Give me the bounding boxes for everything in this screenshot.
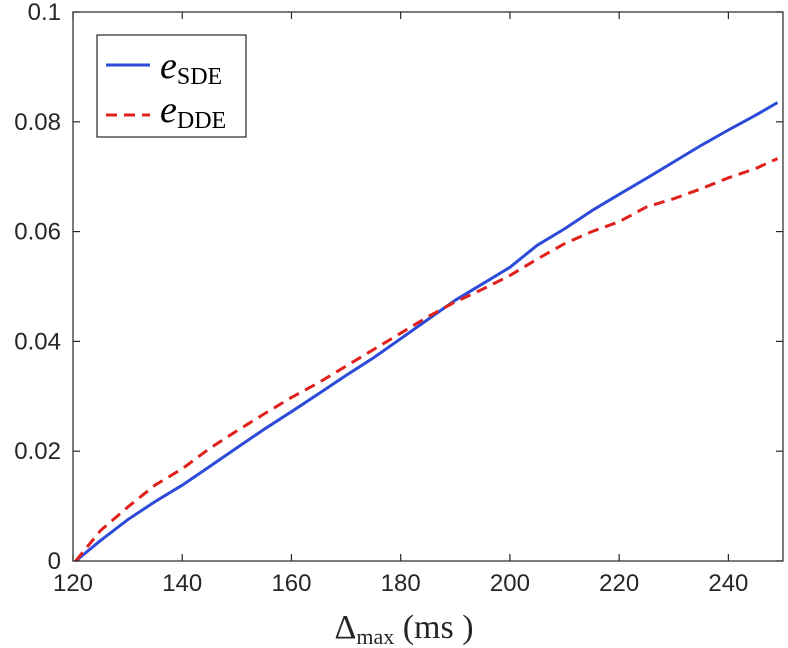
tick-marks (72, 11, 783, 562)
y-tick-label: 0.02 (14, 438, 61, 465)
y-tick-label: 0.1 (28, 0, 61, 26)
legend-box (96, 34, 247, 138)
x-axis-label: Δmax (ms ) (334, 609, 473, 648)
y-tick-label: 0.08 (14, 109, 61, 136)
series-line-dde (74, 157, 779, 562)
axes-box (72, 11, 784, 562)
x-tick-label: 240 (708, 570, 748, 597)
x-tick-label: 200 (490, 570, 530, 597)
legend-label-sde: eSDE (160, 45, 222, 90)
x-tick-label: 120 (53, 570, 93, 597)
legend-label-dde: eDDE (160, 89, 226, 134)
legend-label-sde-sub: SDE (177, 64, 222, 90)
legend-label-dde-base: e (160, 89, 177, 131)
x-tick-label: 140 (162, 570, 202, 597)
x-tick-label: 160 (271, 570, 311, 597)
x-tick-label: 180 (381, 570, 421, 597)
x-axis-label-sub: max (356, 624, 394, 648)
legend: eSDE eDDE (96, 34, 247, 138)
tick-labels: 120 140 160 180 200 220 240 0 0.02 0.04 0.06 0.08 0.… (14, 0, 748, 597)
y-tick-label: 0.04 (14, 328, 61, 355)
series-line-sde (74, 101, 779, 563)
legend-label-dde-sub: DDE (177, 108, 226, 134)
legend-label-sde-base: e (160, 45, 177, 87)
x-axis-label-unit: (ms ) (394, 609, 473, 646)
x-tick-label: 220 (599, 570, 639, 597)
axes (72, 11, 784, 562)
y-tick-label: 0 (48, 548, 61, 575)
x-axis-label-base: Δ (334, 609, 356, 646)
series-lines (74, 101, 779, 563)
y-tick-label: 0.06 (14, 219, 61, 246)
